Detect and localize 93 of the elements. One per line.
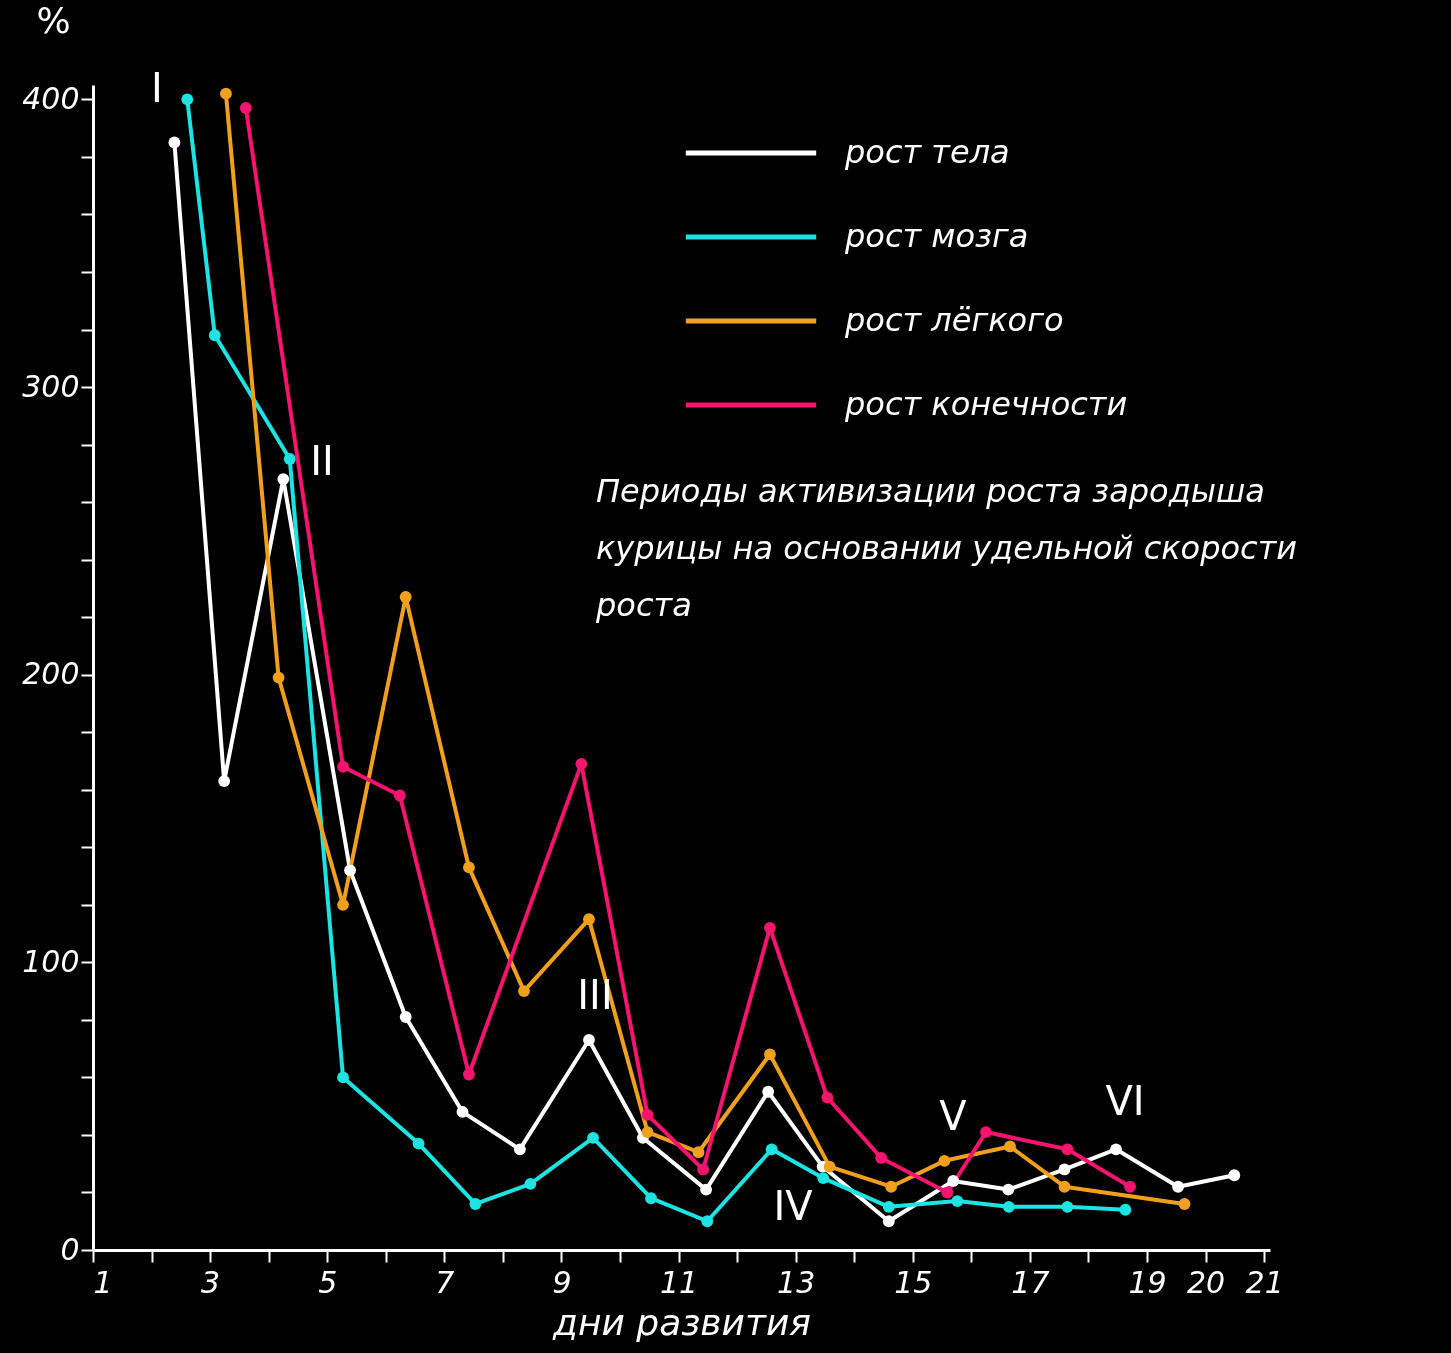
point [700, 1183, 713, 1196]
y-tick-label: 0 [60, 1231, 80, 1267]
point [1110, 1143, 1122, 1156]
point [337, 1071, 349, 1084]
y-axis-title: % [36, 0, 71, 41]
annotation: VI [1105, 1078, 1145, 1124]
annotation: II [310, 438, 334, 484]
point [513, 1143, 526, 1156]
x-tick-label: 11 [659, 1264, 699, 1300]
y-tick-label: 400 [22, 80, 80, 116]
point [765, 1143, 778, 1156]
point [412, 1137, 425, 1150]
x-tick-label: 9 [552, 1264, 572, 1300]
point [817, 1172, 830, 1184]
legend-label: рост конечности [844, 385, 1128, 423]
point [1172, 1180, 1184, 1193]
point [980, 1126, 992, 1138]
point [272, 671, 285, 684]
point [941, 1186, 954, 1199]
point [168, 136, 181, 149]
y-tick-label: 300 [22, 368, 80, 404]
point [1124, 1180, 1136, 1193]
point [823, 1160, 836, 1173]
point [641, 1108, 654, 1121]
x-tick-label: 15 [894, 1264, 933, 1300]
x-tick-label: 20 [1186, 1264, 1226, 1300]
annotation: I [151, 65, 163, 111]
point [1178, 1198, 1191, 1210]
point [882, 1200, 895, 1213]
x-tick-label: 21 [1245, 1264, 1284, 1300]
point [1004, 1140, 1016, 1153]
legend-label: рост мозга [844, 217, 1029, 255]
point [575, 757, 588, 770]
point [762, 1085, 775, 1098]
point [583, 913, 595, 926]
point [583, 1034, 595, 1046]
x-tick-label: 7 [435, 1264, 455, 1300]
legend-label: рост лёгкого [844, 301, 1064, 339]
point [692, 1146, 705, 1159]
point [344, 864, 356, 877]
point [283, 453, 296, 465]
point [524, 1177, 537, 1190]
x-axis-title: дни развития [552, 1301, 811, 1343]
annotation: III [577, 972, 613, 1018]
point [701, 1215, 714, 1228]
point [1119, 1203, 1132, 1216]
point [456, 1106, 469, 1118]
annotation: IV [773, 1183, 814, 1229]
point [951, 1195, 964, 1207]
point [469, 1198, 482, 1210]
point [1002, 1200, 1015, 1213]
x-tick-label: 1 [93, 1264, 113, 1300]
point [821, 1091, 834, 1104]
point [641, 1126, 654, 1138]
annotation: Периоды активизации роста зародыша курицы на основании удельной скорости роста [595, 472, 1298, 624]
point [277, 473, 290, 485]
y-tick-label: 200 [22, 656, 80, 692]
point [1228, 1169, 1241, 1182]
point [218, 775, 231, 788]
point [885, 1180, 898, 1193]
point [645, 1192, 657, 1205]
point [1061, 1200, 1074, 1213]
point [1058, 1180, 1071, 1193]
annotation: V [939, 1093, 968, 1139]
x-tick-label: 17 [1011, 1264, 1050, 1300]
x-tick-label: 5 [318, 1264, 338, 1300]
x-tick-label: 19 [1128, 1264, 1167, 1300]
point [393, 789, 406, 802]
point [220, 87, 232, 100]
y-tick-label: 100 [22, 943, 80, 979]
point [239, 102, 252, 114]
point [1002, 1183, 1015, 1196]
point [337, 760, 349, 773]
point [463, 861, 475, 874]
point [947, 1175, 960, 1187]
point [697, 1163, 710, 1176]
point [208, 329, 221, 342]
point [399, 591, 412, 603]
point [1058, 1163, 1071, 1176]
x-tick-label: 3 [201, 1264, 221, 1300]
point [875, 1152, 888, 1164]
point [882, 1215, 895, 1228]
point [764, 1048, 776, 1061]
point [399, 1011, 412, 1023]
legend-label: рост тела [844, 133, 1010, 171]
point [1061, 1143, 1074, 1156]
point [587, 1131, 599, 1144]
point [764, 921, 776, 934]
x-tick-label: 13 [777, 1264, 816, 1300]
point [463, 1068, 475, 1081]
point [181, 93, 194, 106]
point [518, 985, 530, 998]
point [938, 1154, 951, 1167]
